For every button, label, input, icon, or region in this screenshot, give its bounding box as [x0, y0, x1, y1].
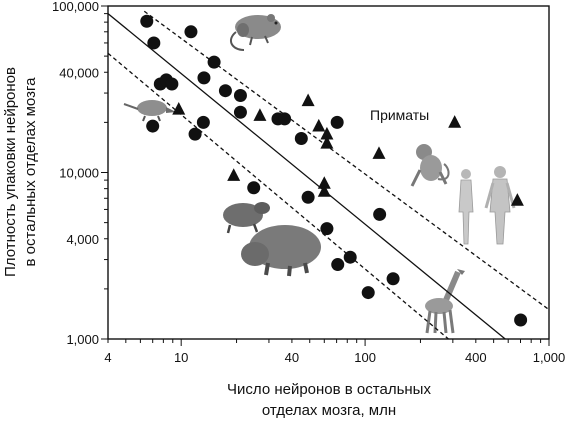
x-axis: 4 10 40 100 400 1,000 — [104, 339, 565, 365]
data-point-circle — [320, 222, 334, 236]
data-point-triangle — [510, 193, 524, 206]
capybara-illustration — [241, 225, 321, 277]
mouse-illustration — [229, 14, 281, 51]
x-tick-label: 100 — [354, 350, 376, 365]
monkey-illustration — [410, 144, 450, 187]
x-axis-title-line-1: Число нейронов в остальных — [227, 381, 431, 398]
data-point-circle — [218, 84, 232, 98]
data-point-circle — [373, 207, 387, 221]
fit-line-dashed-1 — [143, 10, 549, 311]
data-point-circle — [233, 105, 247, 119]
data-point-circle — [301, 190, 315, 204]
data-point-circle — [361, 286, 375, 300]
plot-frame — [107, 5, 550, 340]
human-male-illustration — [484, 166, 516, 245]
data-point-circle — [165, 77, 179, 91]
fit-lines — [108, 10, 549, 339]
y-axis: 1,000 4,000 10,000 40,000 100,000 — [52, 0, 108, 347]
y-axis-title-line-2: в остальных отделах мозга — [22, 77, 39, 267]
agouti-illustration — [223, 202, 270, 234]
x-tick-label: 400 — [465, 350, 487, 365]
data-point-circle — [207, 55, 221, 69]
x-tick-label: 4 — [104, 350, 111, 365]
data-point-circle — [140, 14, 154, 28]
x-tick-label: 10 — [174, 350, 188, 365]
x-tick-label: 40 — [285, 350, 299, 365]
illustrations — [123, 14, 516, 334]
data-point-triangle — [253, 108, 267, 121]
data-point-circle — [330, 115, 344, 129]
data-point-triangle — [448, 115, 462, 128]
shrew-illustration — [123, 100, 176, 122]
data-point-circle — [233, 89, 247, 103]
data-point-triangle — [227, 168, 241, 181]
data-point-circle — [196, 115, 210, 129]
y-axis-title-line-1: Плотность упаковки нейронов — [2, 67, 19, 277]
x-axis-title-line-2: отделах мозга, млн — [262, 402, 396, 419]
giraffe-illustration — [425, 269, 465, 334]
data-point-triangle — [301, 93, 315, 107]
data-point-circle — [146, 119, 160, 133]
y-tick-label: 40,000 — [59, 65, 99, 80]
data-point-circle — [386, 272, 400, 286]
fit-line-dashed-2 — [108, 52, 449, 339]
fit-line-solid-0 — [108, 13, 506, 339]
data-point-circle — [331, 258, 345, 272]
data-point-circle — [343, 250, 357, 264]
data-point-circle — [514, 313, 528, 327]
data-point-triangle — [320, 126, 334, 140]
data-point-circle — [184, 25, 198, 39]
y-tick-label: 100,000 — [52, 0, 99, 14]
data-point-triangle — [317, 176, 331, 189]
data-point-triangle — [317, 184, 331, 197]
annotation-primates: Приматы — [370, 107, 429, 123]
y-tick-label: 1,000 — [66, 332, 99, 347]
y-tick-label: 10,000 — [59, 166, 99, 181]
y-tick-label: 4,000 — [66, 232, 99, 247]
data-point-triangle — [172, 101, 186, 115]
data-point-triangle — [320, 135, 334, 149]
data-point-triangle — [372, 146, 386, 159]
data-point-circle — [294, 132, 308, 146]
data-point-circle — [147, 36, 161, 50]
data-point-circle — [197, 71, 211, 85]
human-female-illustration — [458, 169, 474, 245]
data-point-triangle — [312, 118, 326, 132]
x-tick-label: 1,000 — [533, 350, 566, 365]
data-points — [140, 14, 528, 327]
data-point-circle — [188, 127, 202, 141]
data-point-circle — [278, 112, 292, 126]
data-point-circle — [247, 181, 261, 195]
